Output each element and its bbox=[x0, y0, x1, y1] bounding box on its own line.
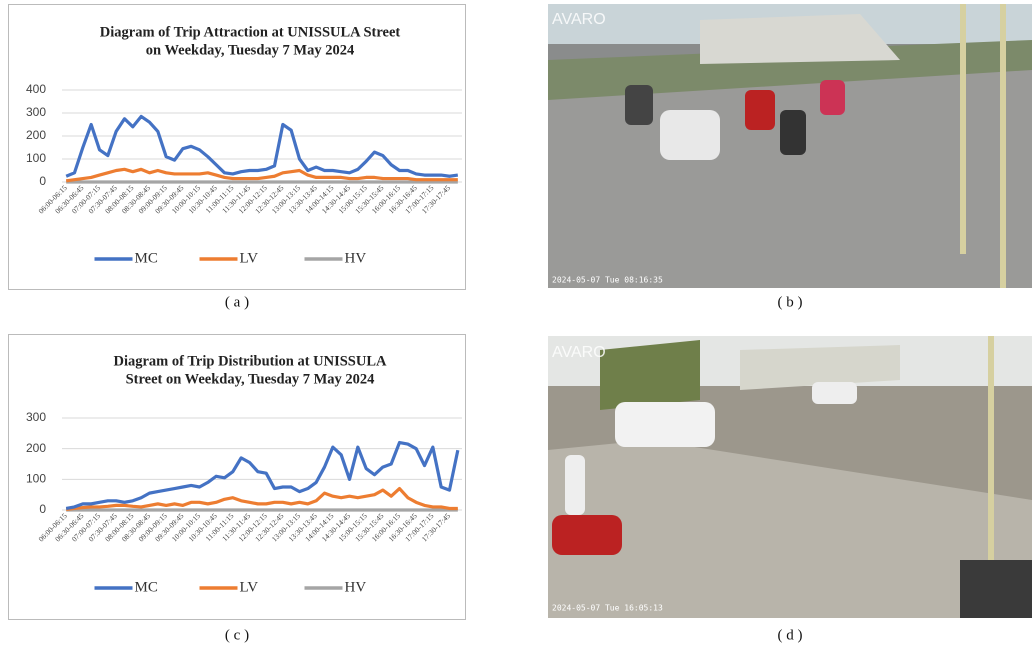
legend-label: LV bbox=[240, 579, 259, 595]
chart-title: Diagram of Trip Attraction at UNISSULA S… bbox=[100, 24, 401, 40]
y-tick-label: 300 bbox=[26, 105, 46, 119]
photo-timestamp: 2024-05-07 Tue 16:05:13 bbox=[552, 604, 663, 613]
photo-logo: AVARO bbox=[552, 344, 606, 361]
photo-timestamp: 2024-05-07 Tue 08:16:35 bbox=[552, 276, 663, 285]
legend-label: HV bbox=[345, 579, 367, 595]
chart-title: on Weekday, Tuesday 7 May 2024 bbox=[146, 42, 354, 58]
chart-title: Street on Weekday, Tuesday 7 May 2024 bbox=[126, 371, 375, 387]
photo: AVARO 2024-05-07 Tue 16:05:13 bbox=[548, 336, 1032, 618]
legend-label: MC bbox=[135, 250, 158, 266]
photo: AVARO 2024-05-07 Tue 08:16:35 bbox=[548, 4, 1032, 288]
y-tick-label: 400 bbox=[26, 82, 46, 96]
figure: AVARO 2024-05-07 Tue 08:16:35 AVARO 2024… bbox=[0, 0, 1032, 647]
legend-label: LV bbox=[240, 250, 259, 266]
caption: ( c ) bbox=[225, 627, 249, 643]
y-tick-label: 200 bbox=[26, 128, 46, 142]
y-tick-label: 200 bbox=[26, 441, 46, 455]
chart-title: Diagram of Trip Distribution at UNISSULA bbox=[114, 353, 388, 369]
y-tick-label: 300 bbox=[26, 410, 46, 424]
caption: ( d ) bbox=[778, 627, 803, 643]
y-tick-label: 0 bbox=[39, 502, 46, 516]
caption: ( b ) bbox=[778, 294, 803, 310]
legend-label: MC bbox=[135, 579, 158, 595]
photo-logo: AVARO bbox=[552, 11, 606, 28]
y-tick-label: 0 bbox=[39, 174, 46, 188]
y-tick-label: 100 bbox=[26, 151, 46, 165]
caption: ( a ) bbox=[225, 294, 249, 310]
legend-label: HV bbox=[345, 250, 367, 266]
y-tick-label: 100 bbox=[26, 472, 46, 486]
